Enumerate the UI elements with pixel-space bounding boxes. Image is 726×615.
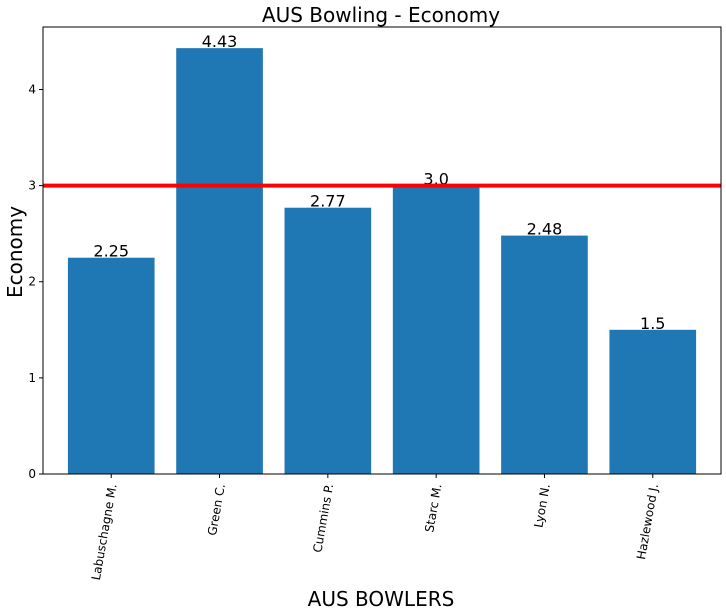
x-tick-label: Lyon N.: [531, 483, 552, 529]
bar-value-label: 2.77: [310, 192, 346, 211]
bar-value-label: 1.5: [640, 314, 665, 333]
x-tick-label: Green C.: [205, 483, 228, 537]
bars-group: [67, 48, 697, 475]
y-axis: 0 1 2 3 4: [28, 82, 43, 481]
value-labels-group: 2.254.432.773.02.481.5: [93, 32, 665, 333]
bar: [284, 207, 372, 474]
x-tick-label: Labuschagne M.: [89, 483, 120, 582]
y-tick-label: 1: [28, 371, 36, 385]
y-tick-label: 3: [28, 179, 36, 193]
y-tick-label: 4: [28, 82, 36, 96]
x-tick-label: Starc M.: [422, 483, 444, 534]
bar: [392, 185, 480, 474]
bar: [67, 257, 155, 474]
x-axis-label: AUS BOWLERS: [308, 587, 455, 611]
bar-value-label: 4.43: [202, 32, 238, 51]
chart-title: AUS Bowling - Economy: [262, 3, 500, 27]
y-axis-label: Economy: [3, 206, 27, 298]
y-tick-label: 0: [28, 467, 36, 481]
bar: [609, 329, 697, 474]
x-axis: Labuschagne M. Green C. Cummins P. Starc M.…: [89, 474, 661, 581]
plot-frame: [42, 26, 722, 475]
bar-value-label: 2.48: [527, 220, 563, 239]
bar: [176, 48, 263, 475]
bar: [501, 235, 588, 474]
x-tick-label: Cummins P.: [310, 483, 336, 554]
x-tick-label: Hazlewood J.: [634, 483, 661, 561]
bar-value-label: 2.25: [93, 242, 129, 261]
y-tick-label: 2: [28, 275, 36, 289]
